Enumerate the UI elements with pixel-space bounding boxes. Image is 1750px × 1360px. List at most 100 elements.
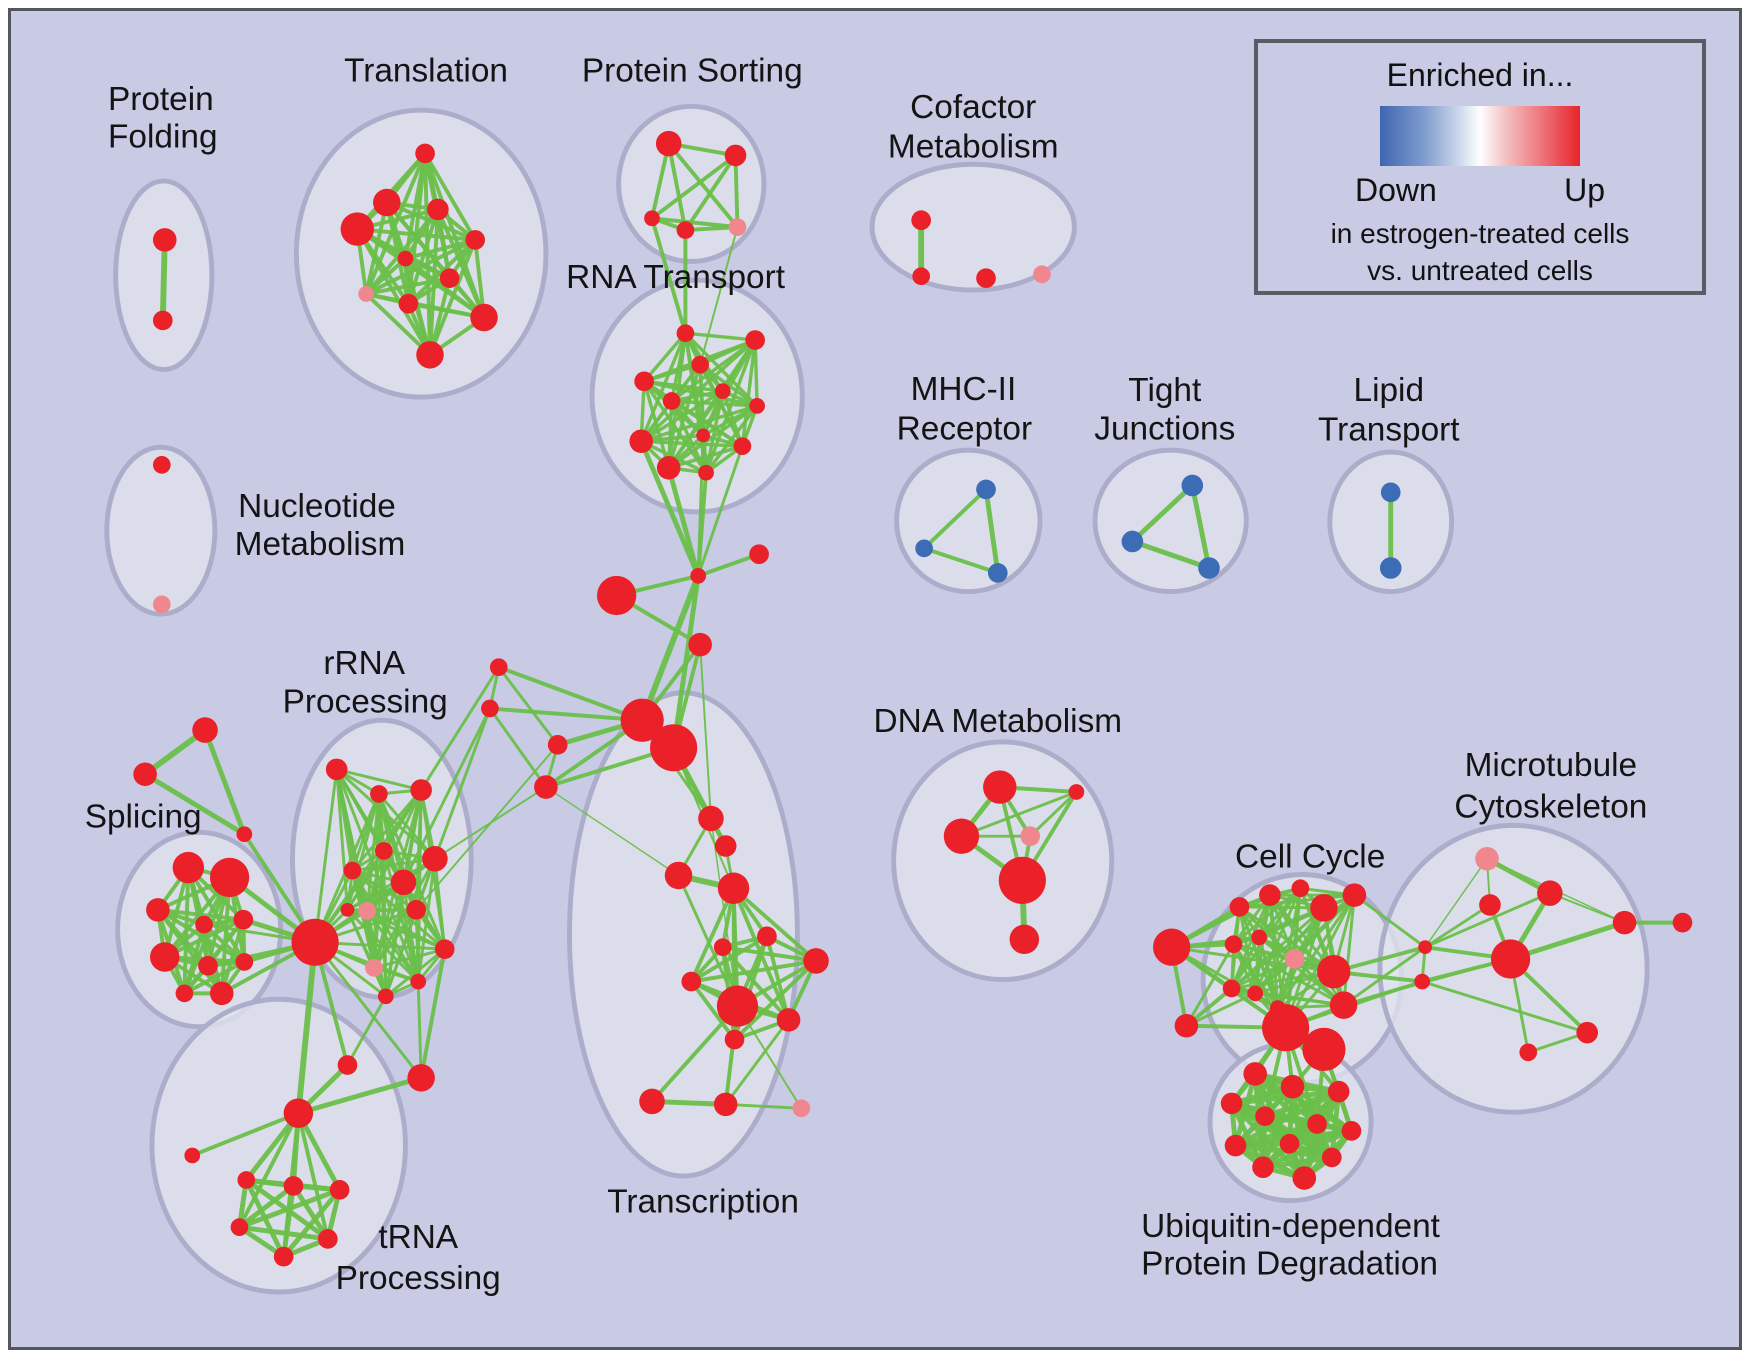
network-edge-tc8-tc11 bbox=[689, 979, 737, 1042]
gene-set-node-tc8 bbox=[681, 971, 702, 992]
gene-set-node-ub10 bbox=[1321, 1147, 1342, 1168]
network-edge-bg1-rr3 bbox=[419, 665, 501, 792]
network-edge-bg4-tc3 bbox=[545, 786, 680, 877]
cluster-label-trna-processing-line2: Processing bbox=[336, 1260, 501, 1297]
gene-set-node-tr3 bbox=[427, 198, 449, 221]
gene-set-node-rr8 bbox=[358, 901, 376, 920]
gene-set-node-cc3 bbox=[596, 575, 637, 616]
gene-set-node-cy7 bbox=[1251, 929, 1267, 946]
gene-set-node-cy3 bbox=[1291, 879, 1310, 898]
gene-set-node-nm2 bbox=[152, 595, 171, 614]
network-edge-tr4-tr11 bbox=[355, 227, 432, 357]
gene-set-node-ub4 bbox=[1220, 1092, 1243, 1115]
gene-set-node-tg1 bbox=[192, 717, 218, 743]
network-edge-rr1-hub bbox=[313, 767, 339, 944]
gene-set-node-mt4 bbox=[1612, 910, 1637, 935]
gene-set-node-sp3 bbox=[146, 898, 170, 922]
gene-set-node-sp1 bbox=[172, 851, 205, 884]
network-edge-tr7-tr8 bbox=[364, 276, 452, 296]
gene-set-node-mc2 bbox=[1414, 973, 1431, 990]
gene-set-node-cf1 bbox=[911, 210, 931, 231]
cluster-label-protein-folding-line2: Folding bbox=[108, 119, 217, 156]
network-edge-tn4-tn5 bbox=[236, 1224, 331, 1242]
gene-set-node-mtP bbox=[1475, 846, 1499, 871]
gene-set-node-tr2 bbox=[373, 188, 401, 217]
gene-set-node-cy13 bbox=[1262, 1004, 1310, 1052]
gene-set-node-dm2 bbox=[1068, 784, 1085, 800]
network-edge-rt7-rt9 bbox=[639, 404, 759, 443]
gene-set-node-ps2 bbox=[724, 144, 747, 167]
network-edge-rt8-cc1 bbox=[696, 433, 705, 578]
gene-set-node-ub2 bbox=[1280, 1074, 1305, 1099]
network-edge-rt10-rt11 bbox=[666, 444, 745, 470]
gene-set-node-tc4 bbox=[717, 872, 750, 904]
network-edge-cc1-cc2 bbox=[696, 552, 762, 578]
gene-set-node-rt6 bbox=[662, 392, 681, 410]
network-edge-rr21-rr13 bbox=[419, 947, 447, 1080]
gene-set-node-sp4 bbox=[195, 915, 213, 934]
cluster-label-ubiquitin-degradation-line2: Protein Degradation bbox=[1141, 1245, 1438, 1282]
network-edge-hub-tn0 bbox=[295, 939, 319, 1117]
cluster-label-splicing-line1: Splicing bbox=[85, 798, 202, 835]
gene-set-node-tr10 bbox=[470, 303, 498, 332]
gene-set-node-ps4 bbox=[676, 221, 695, 239]
cluster-label-cell-cycle-line1: Cell Cycle bbox=[1235, 839, 1385, 876]
gene-set-node-mh1 bbox=[976, 479, 996, 500]
gene-set-node-sp6 bbox=[150, 942, 180, 972]
gene-set-node-dm6 bbox=[1009, 924, 1040, 955]
network-edge-cc1-cc5 bbox=[639, 572, 702, 724]
cluster-label-tight-junctions-line1: Tight bbox=[1128, 372, 1202, 409]
network-edge-rr21-hub bbox=[313, 940, 423, 1080]
gene-set-node-ps1 bbox=[655, 130, 682, 157]
network-edge-ps5-rt3 bbox=[699, 226, 739, 366]
network-edge-dm2-dm3 bbox=[959, 790, 1078, 838]
network-edge-cyB-cy11 bbox=[1184, 991, 1257, 1028]
gene-set-node-cy5 bbox=[1342, 883, 1367, 907]
legend-axis-labels: Down Up bbox=[1355, 172, 1605, 209]
gene-set-node-mt3 bbox=[1490, 939, 1531, 979]
cluster-label-nucleotide-metabolism-line1: Nucleotide bbox=[238, 488, 396, 525]
gene-set-node-rr6 bbox=[343, 861, 362, 880]
gene-set-node-ub8 bbox=[1224, 1134, 1247, 1157]
network-edge-rr13-rr14 bbox=[372, 947, 447, 970]
network-edge-rt1-rt2 bbox=[683, 331, 757, 342]
cluster-label-transcription-line1: Transcription bbox=[607, 1183, 799, 1220]
gene-set-node-ub11 bbox=[1252, 1156, 1274, 1179]
gene-set-node-sp5 bbox=[233, 909, 254, 930]
cluster-ellipse-mhc-ii-receptor bbox=[894, 447, 1043, 595]
gene-set-node-rr4 bbox=[374, 842, 393, 860]
gene-set-node-rt1 bbox=[676, 324, 695, 343]
network-edge-tj2-tj3 bbox=[1129, 539, 1212, 571]
network-edge-tc7-tc11 bbox=[732, 958, 819, 1042]
gene-set-node-ub0 bbox=[1302, 1027, 1346, 1071]
network-edge-tj1-tj2 bbox=[1129, 483, 1195, 544]
gene-set-node-tg3 bbox=[236, 826, 253, 843]
gene-set-node-mt6 bbox=[1519, 1043, 1538, 1062]
gene-set-node-cy14 bbox=[1329, 991, 1358, 1019]
network-edge-ps3-rt1 bbox=[650, 216, 688, 336]
gene-set-node-rr9 bbox=[340, 902, 355, 917]
network-edge-cy3-cy6 bbox=[1232, 886, 1302, 946]
cluster-ellipse-protein-sorting bbox=[616, 103, 767, 264]
gene-set-node-rt2 bbox=[745, 330, 765, 350]
gene-set-node-rr12 bbox=[406, 900, 427, 920]
gene-set-node-tc11 bbox=[724, 1029, 745, 1050]
network-edge-mt3-mt4 bbox=[1508, 920, 1627, 962]
network-edge-tr4-tr5 bbox=[355, 227, 478, 242]
legend-up-label: Up bbox=[1564, 172, 1605, 208]
network-edge-rt2-rt12 bbox=[704, 338, 757, 475]
network-edge-tn2-tn5 bbox=[290, 1183, 331, 1242]
network-edge-rt3-rt7 bbox=[698, 362, 759, 408]
network-edge-rt11-cc1 bbox=[666, 465, 701, 579]
gene-set-node-tg2 bbox=[133, 762, 157, 787]
gene-set-node-tr8 bbox=[358, 286, 374, 302]
gene-set-node-cf3 bbox=[976, 268, 996, 289]
network-edge-tn0-tn4 bbox=[237, 1111, 301, 1230]
gene-set-node-cc2 bbox=[749, 544, 769, 565]
gene-set-node-cy1 bbox=[1229, 897, 1250, 917]
gene-set-node-rr13 bbox=[434, 939, 455, 959]
cluster-label-rna-transport-line1: RNA Transport bbox=[566, 259, 786, 296]
gene-set-node-tc13 bbox=[713, 1092, 738, 1117]
network-edge-rt9-rt12 bbox=[639, 439, 708, 475]
gene-set-node-ps5 bbox=[728, 218, 747, 236]
